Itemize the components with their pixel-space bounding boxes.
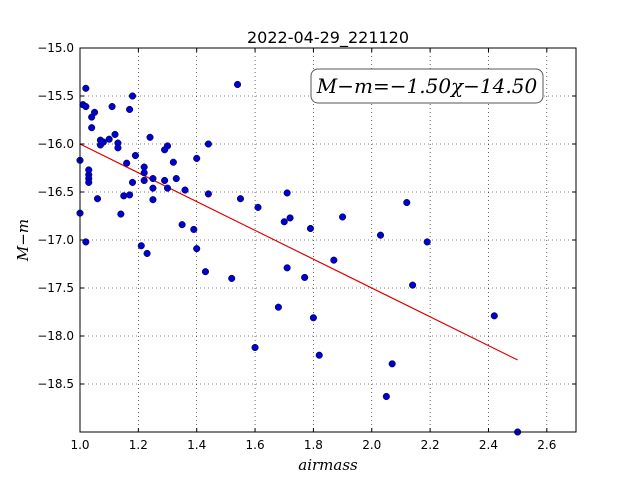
data-point xyxy=(161,176,169,185)
data-point xyxy=(409,281,417,289)
data-point xyxy=(82,103,90,111)
data-point xyxy=(82,238,90,246)
data-point xyxy=(236,195,245,203)
x-tick-label: 1.0 xyxy=(70,438,89,452)
data-point xyxy=(234,80,242,89)
x-axis-ticks: 1.0 1.2 1.4 1.6 1.8 2.0 2.2 2.4 2.6 xyxy=(70,48,556,452)
data-point xyxy=(382,392,390,401)
data-point xyxy=(388,360,396,368)
data-point xyxy=(376,231,385,239)
x-tick-label: 1.4 xyxy=(187,438,206,452)
data-point xyxy=(131,151,139,160)
data-point xyxy=(178,221,186,229)
y-tick-label: −15.0 xyxy=(37,41,74,55)
data-point xyxy=(330,256,338,264)
data-point xyxy=(149,175,157,183)
fit-equation-text: M−m=−1.50χ−14.50 xyxy=(316,74,538,98)
y-tick-label: −16.0 xyxy=(37,137,74,151)
x-tick-label: 2.4 xyxy=(479,438,498,452)
data-point xyxy=(82,84,90,92)
data-point xyxy=(181,186,189,194)
data-point xyxy=(193,245,201,253)
data-point xyxy=(93,195,102,203)
data-point xyxy=(126,191,134,199)
x-tick-label: 1.8 xyxy=(304,438,323,452)
data-point xyxy=(105,135,113,143)
data-point xyxy=(172,175,180,183)
y-tick-label: −17.5 xyxy=(37,281,74,295)
data-point xyxy=(301,273,309,281)
data-point xyxy=(309,314,317,322)
data-point xyxy=(117,210,125,218)
data-point xyxy=(169,158,177,166)
y-tick-label: −15.5 xyxy=(37,89,74,103)
data-point xyxy=(149,196,157,204)
data-point xyxy=(99,138,107,146)
x-tick-label: 1.2 xyxy=(129,438,148,452)
data-point xyxy=(140,176,148,185)
data-point xyxy=(126,105,134,113)
x-axis-label: airmass xyxy=(298,456,358,474)
data-point xyxy=(163,142,172,150)
annotation-frame xyxy=(310,68,544,104)
data-point xyxy=(274,303,282,311)
data-point xyxy=(114,139,122,147)
y-axis-ticks: −15.0 −15.5 −16.0 −16.5 −17.0 −17.5 −18.0 −18.5 xyxy=(37,41,576,391)
data-point xyxy=(339,213,347,221)
data-point xyxy=(91,108,99,116)
x-tick-label: 1.6 xyxy=(246,438,265,452)
data-point xyxy=(111,130,119,138)
fit-annotation-box: M−m=−1.50χ−14.50 xyxy=(310,68,544,104)
y-tick-label: −18.0 xyxy=(37,329,74,343)
data-point xyxy=(88,124,96,132)
data-point xyxy=(120,192,128,200)
data-point xyxy=(403,199,411,207)
data-point xyxy=(283,189,291,197)
data-point xyxy=(85,178,93,186)
data-point xyxy=(128,92,137,100)
data-point xyxy=(280,218,288,226)
y-axis-label: M−m xyxy=(14,219,32,262)
chart-title: 2022-04-29_221120 xyxy=(247,28,409,48)
data-point xyxy=(143,249,151,257)
data-point xyxy=(190,225,198,233)
data-point xyxy=(128,178,137,186)
data-point xyxy=(315,351,323,359)
data-point xyxy=(85,166,93,174)
y-tick-label: −17.0 xyxy=(37,233,74,247)
data-point xyxy=(251,343,259,352)
data-point xyxy=(108,103,116,111)
scatter-points xyxy=(76,80,522,436)
data-point xyxy=(149,184,157,192)
data-point xyxy=(193,154,201,162)
data-point xyxy=(306,224,315,233)
x-tick-label: 2.0 xyxy=(362,438,381,452)
data-point xyxy=(123,159,131,167)
x-tick-label: 2.6 xyxy=(537,438,556,452)
data-point xyxy=(423,238,431,246)
data-point xyxy=(283,264,291,272)
data-point xyxy=(286,214,294,222)
data-point xyxy=(146,133,154,141)
y-tick-label: −16.5 xyxy=(37,185,74,199)
data-point xyxy=(204,190,212,198)
data-point xyxy=(254,203,262,211)
data-point xyxy=(163,184,172,192)
x-tick-label: 2.2 xyxy=(421,438,440,452)
data-point xyxy=(201,268,210,276)
data-point xyxy=(140,163,148,171)
data-point xyxy=(228,274,236,282)
data-point xyxy=(137,242,145,250)
data-point xyxy=(204,140,212,148)
y-tick-label: −18.5 xyxy=(37,377,74,391)
data-point xyxy=(490,312,498,320)
